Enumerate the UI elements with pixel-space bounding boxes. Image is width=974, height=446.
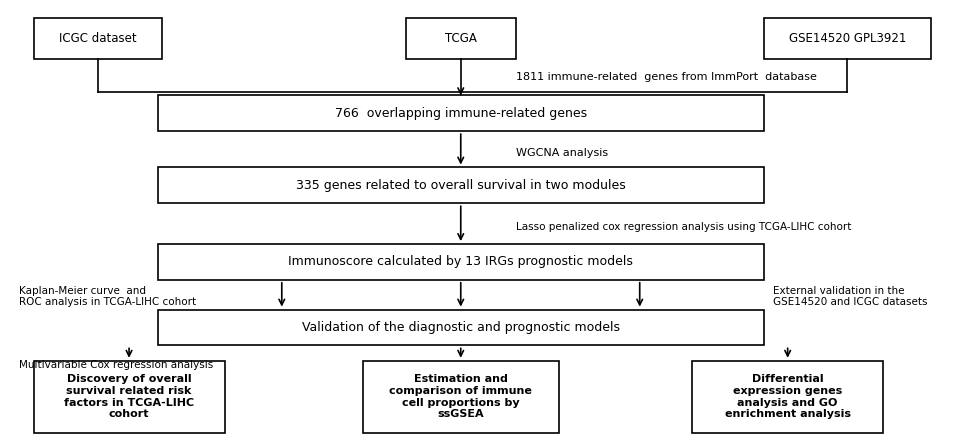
FancyBboxPatch shape [33, 361, 224, 433]
FancyBboxPatch shape [406, 17, 515, 59]
Text: ICGC dataset: ICGC dataset [59, 32, 136, 45]
Text: Kaplan-Meier curve  and
ROC analysis in TCGA-LIHC cohort: Kaplan-Meier curve and ROC analysis in T… [19, 285, 197, 307]
Text: TCGA: TCGA [445, 32, 476, 45]
FancyBboxPatch shape [693, 361, 883, 433]
Text: 766  overlapping immune-related genes: 766 overlapping immune-related genes [335, 107, 586, 120]
Text: Estimation and
comparison of immune
cell proportions by
ssGSEA: Estimation and comparison of immune cell… [390, 374, 532, 419]
Text: GSE14520 GPL3921: GSE14520 GPL3921 [789, 32, 906, 45]
FancyBboxPatch shape [158, 168, 764, 203]
Text: Immunoscore calculated by 13 IRGs prognostic models: Immunoscore calculated by 13 IRGs progno… [288, 256, 633, 268]
FancyBboxPatch shape [158, 310, 764, 345]
Text: Differential
expression genes
analysis and GO
enrichment analysis: Differential expression genes analysis a… [725, 374, 850, 419]
Text: Multivariable Cox regression analysis: Multivariable Cox regression analysis [19, 359, 213, 370]
Text: External validation in the
GSE14520 and ICGC datasets: External validation in the GSE14520 and … [773, 285, 928, 307]
FancyBboxPatch shape [158, 244, 764, 280]
Text: WGCNA analysis: WGCNA analysis [515, 148, 608, 158]
FancyBboxPatch shape [33, 17, 163, 59]
Text: Lasso penalized cox regression analysis using TCGA-LIHC cohort: Lasso penalized cox regression analysis … [515, 223, 851, 232]
Text: 1811 immune-related  genes from ImmPort  database: 1811 immune-related genes from ImmPort d… [515, 72, 816, 82]
FancyBboxPatch shape [363, 361, 559, 433]
FancyBboxPatch shape [158, 95, 764, 131]
Text: Discovery of overall
survival related risk
factors in TCGA-LIHC
cohort: Discovery of overall survival related ri… [64, 374, 194, 419]
Text: Validation of the diagnostic and prognostic models: Validation of the diagnostic and prognos… [302, 321, 619, 334]
FancyBboxPatch shape [764, 17, 931, 59]
Text: 335 genes related to overall survival in two modules: 335 genes related to overall survival in… [296, 179, 625, 192]
